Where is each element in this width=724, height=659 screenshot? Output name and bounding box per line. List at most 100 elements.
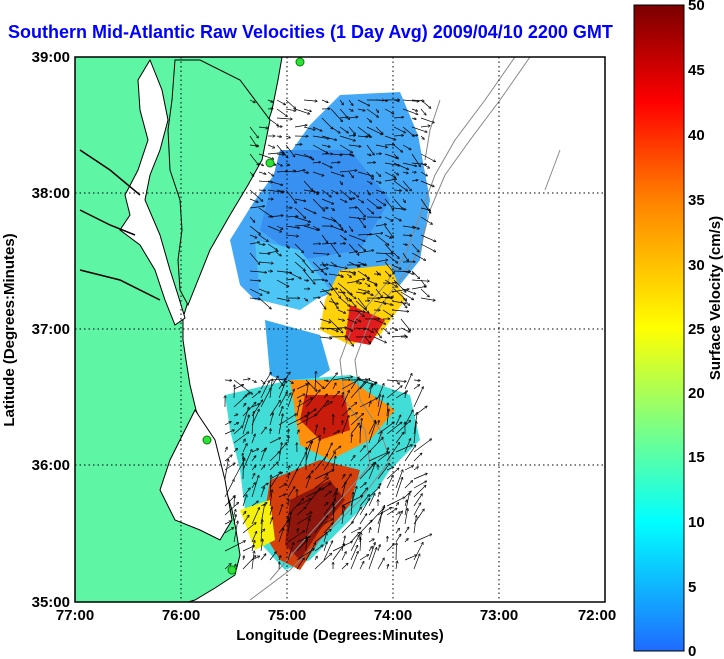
velocity-arrow [341, 563, 348, 570]
velocity-arrow [348, 261, 359, 267]
velocity-arrow [278, 443, 282, 462]
velocity-arrow [359, 555, 368, 561]
velocity-arrow [384, 279, 397, 287]
velocity-arrow [404, 493, 409, 516]
velocity-arrow [350, 552, 358, 570]
velocity-arrow [359, 514, 367, 525]
velocity-arrow [378, 421, 379, 426]
velocity-arrow [267, 216, 283, 218]
velocity-arrow [404, 500, 407, 507]
velocity-arrow [285, 279, 294, 280]
station-marker[interactable] [202, 435, 212, 445]
colorbar-tick-label: 0 [688, 643, 696, 659]
velocity-arrow [249, 145, 259, 146]
velocity-arrow [393, 190, 401, 191]
velocity-arrow [330, 154, 342, 155]
velocity-arrow [224, 460, 228, 480]
velocity-arrow [224, 480, 234, 498]
velocity-arrow [360, 533, 361, 552]
velocity-arrow [258, 207, 272, 217]
velocity-arrow [234, 496, 235, 507]
velocity-arrow [359, 451, 371, 462]
colorbar-tick-label: 45 [688, 62, 705, 79]
velocity-arrow [368, 487, 380, 498]
velocity-arrow [341, 391, 349, 408]
velocity-arrow [233, 459, 245, 480]
velocity-arrow [314, 530, 331, 543]
velocity-arrow [337, 282, 352, 295]
velocity-arrow [348, 225, 353, 231]
station-marker[interactable] [295, 57, 305, 67]
velocity-arrow [413, 534, 432, 543]
velocity-arrow [375, 144, 387, 147]
velocity-arrow [314, 425, 317, 435]
velocity-arrow [348, 216, 365, 219]
station-marker[interactable] [265, 158, 275, 168]
velocity-arrow [393, 271, 410, 272]
velocity-arrow [249, 99, 255, 103]
velocity-arrow [377, 492, 380, 498]
velocity-arrow [305, 512, 312, 516]
velocity-arrow [366, 207, 374, 214]
velocity-arrow [294, 225, 309, 226]
velocity-arrow [375, 180, 381, 183]
velocity-arrow [384, 252, 398, 263]
velocity-arrow [377, 431, 382, 444]
velocity-arrow [260, 520, 262, 543]
velocity-arrow [285, 225, 299, 228]
velocity-arrow [339, 243, 345, 244]
velocity-arrow [402, 126, 414, 136]
velocity-arrow [260, 427, 266, 435]
velocity-arrow [242, 512, 246, 516]
velocity-arrow [413, 380, 420, 381]
velocity-arrow [420, 117, 434, 123]
velocity-arrow [339, 180, 342, 185]
velocity-arrow [359, 483, 366, 489]
velocity-arrow [249, 126, 258, 138]
velocity-arrow [251, 501, 258, 507]
velocity-arrow [368, 463, 376, 480]
velocity-arrow [321, 135, 336, 140]
velocity-arrow [366, 144, 374, 155]
velocity-arrow [249, 288, 262, 295]
velocity-arrow [386, 443, 399, 462]
velocity-arrow [270, 475, 271, 498]
velocity-arrow [402, 225, 415, 228]
velocity-arrow [314, 516, 328, 534]
velocity-arrow [384, 162, 400, 166]
velocity-arrow [350, 493, 353, 516]
velocity-arrow [402, 108, 418, 114]
velocity-arrow [393, 117, 403, 118]
velocity-arrow [402, 144, 411, 150]
velocity-arrow [366, 189, 370, 195]
velocity-arrow [402, 297, 409, 305]
velocity-arrow [348, 135, 355, 136]
velocity-arrow [342, 421, 343, 426]
velocity-arrow [395, 433, 404, 444]
velocity-arrow [305, 412, 309, 426]
velocity-arrow [243, 457, 244, 480]
velocity-arrow [305, 519, 310, 534]
velocity-arrow [368, 385, 372, 399]
velocity-arrow [357, 216, 365, 228]
velocity-arrow [269, 490, 272, 507]
velocity-arrow [330, 243, 340, 257]
velocity-arrow [375, 126, 383, 134]
station-marker[interactable] [227, 565, 237, 575]
velocity-arrow [319, 289, 333, 293]
velocity-arrow [400, 327, 410, 332]
velocity-arrow [242, 495, 247, 507]
velocity-arrow [321, 198, 333, 204]
velocity-arrow [260, 379, 265, 384]
velocity-arrow [278, 414, 296, 426]
velocity-arrow [386, 544, 394, 552]
velocity-arrow [355, 265, 360, 266]
velocity-arrow [393, 198, 403, 209]
velocity-arrow [278, 414, 283, 435]
velocity-arrow [296, 516, 311, 525]
velocity-arrow [384, 135, 396, 140]
velocity-arrow [321, 243, 336, 244]
velocity-arrow [242, 407, 249, 426]
velocity-arrow [348, 208, 357, 209]
